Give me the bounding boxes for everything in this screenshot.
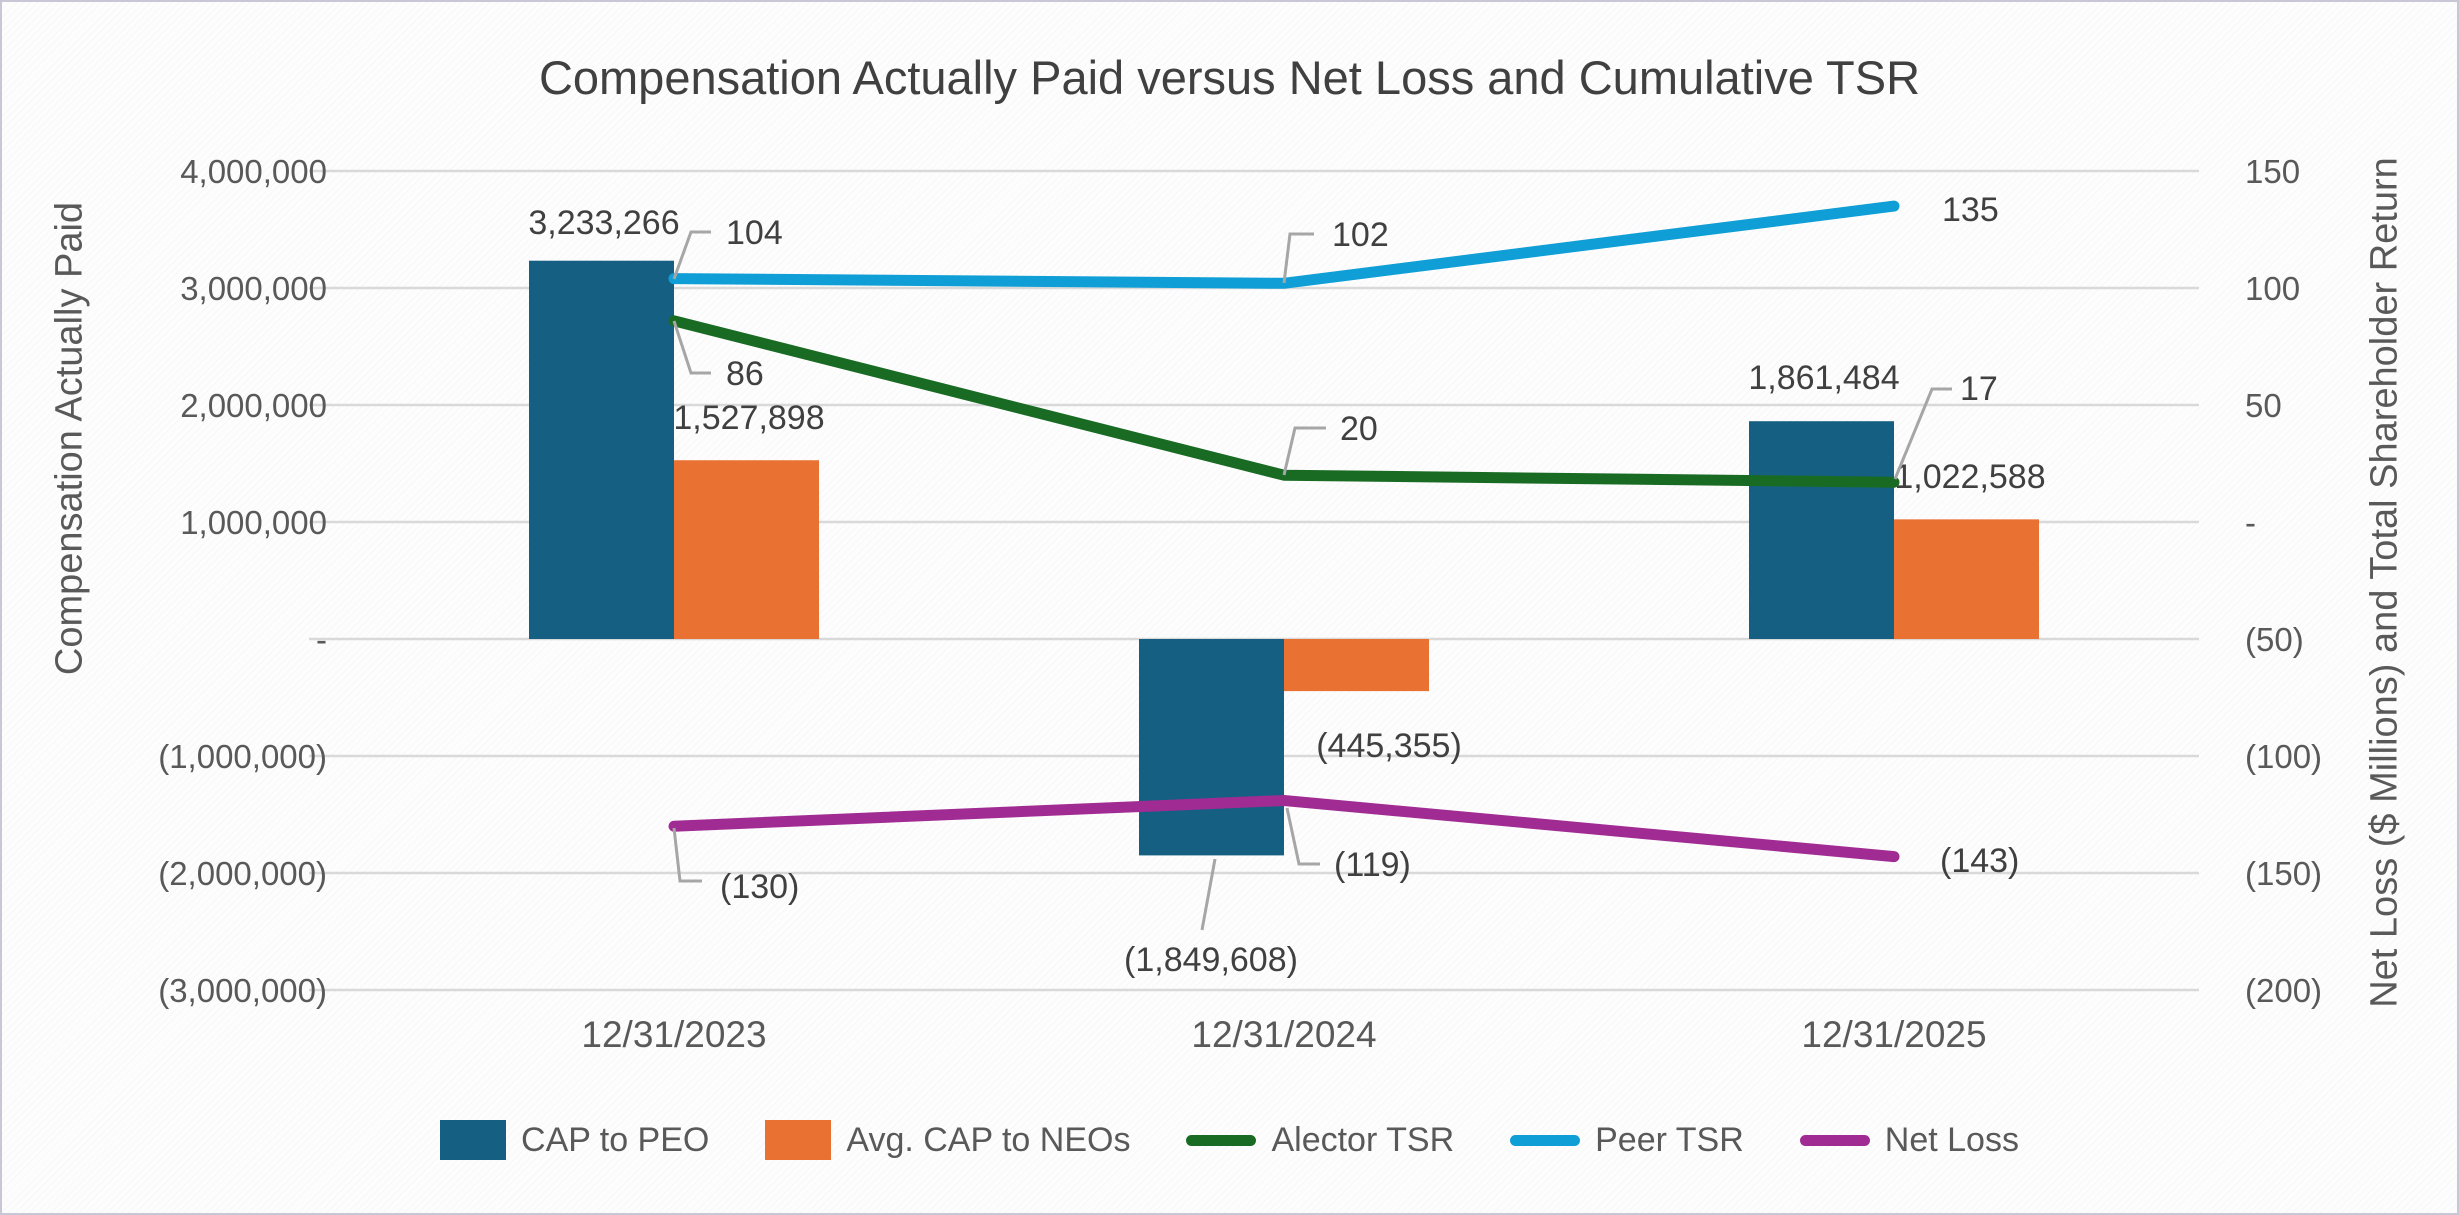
- data-label-peer-tsr-12-31-2024: 102: [1332, 216, 1389, 254]
- legend-item-net-loss[interactable]: Net Loss: [1799, 1120, 2019, 1160]
- right-axis-tick: 50: [2245, 387, 2282, 424]
- data-label-avg-cap-to-neos-12-31-2023: 1,527,898: [673, 399, 824, 437]
- right-axis-tick: -: [2245, 504, 2256, 541]
- data-label-leader: [1282, 232, 1314, 284]
- bar-cap-to-peo-12-31-2024[interactable]: [1139, 639, 1284, 856]
- legend-label-net-loss: Net Loss: [1884, 1120, 2019, 1159]
- data-label-cap-to-peo-12-31-2025: 1,861,484: [1748, 359, 1899, 397]
- x-axis-label-2025: 12/31/2025: [1801, 1014, 1987, 1055]
- left-axis-tick: 2,000,000: [180, 387, 327, 424]
- legend-label-cap-to-peo: CAP to PEO: [521, 1120, 710, 1159]
- data-label-avg-cap-to-neos-12-31-2025: 1,022,588: [1894, 458, 2045, 496]
- legend-item-cap-to-peo[interactable]: CAP to PEO: [440, 1120, 709, 1160]
- bar-avg-cap-to-neos-12-31-2024[interactable]: [1284, 639, 1429, 692]
- bar-avg-cap-to-neos-12-31-2025[interactable]: [1894, 519, 2039, 639]
- chart-legend: CAP to PEO Avg. CAP to NEOs Alector TSR Pee…: [2, 1120, 2457, 1160]
- left-axis-tick: 3,000,000: [180, 270, 327, 307]
- data-label-leader: [1893, 387, 1952, 480]
- chart-title: Compensation Actually Paid versus Net Lo…: [538, 51, 1921, 104]
- right-axis-tick: (100): [2245, 738, 2322, 775]
- bar-cap-to-peo-12-31-2025[interactable]: [1749, 421, 1894, 639]
- legend-label-alector-tsr: Alector TSR: [1271, 1120, 1455, 1159]
- right-axis-tick: (50): [2245, 621, 2304, 658]
- data-label-alector-tsr-12-31-2024: 20: [1340, 410, 1378, 448]
- left-axis-tick: (1,000,000): [158, 738, 327, 775]
- data-label-leader: [1285, 807, 1320, 866]
- legend-item-alector-tsr[interactable]: Alector TSR: [1186, 1121, 1454, 1160]
- left-axis-tick: (3,000,000): [158, 972, 327, 1009]
- data-label-leader: [1282, 426, 1326, 476]
- bar-cap-to-peo-12-31-2023[interactable]: [529, 260, 674, 639]
- data-label-alector-tsr-12-31-2023: 86: [726, 355, 764, 393]
- legend-swatch-alector-tsr: [1186, 1134, 1257, 1146]
- data-label-peer-tsr-12-31-2023: 104: [726, 214, 783, 252]
- data-label-cap-to-peo-12-31-2024: (1,849,608): [1124, 941, 1298, 979]
- line-alector-tsr[interactable]: [668, 315, 1900, 488]
- data-label-net-loss-12-31-2024: (119): [1334, 846, 1411, 884]
- data-label-net-loss-12-31-2025: (143): [1940, 842, 2019, 880]
- data-label-peer-tsr-12-31-2025: 135: [1942, 191, 1999, 229]
- data-label-alector-tsr-12-31-2025: 17: [1960, 370, 1998, 408]
- legend-swatch-net-loss: [1799, 1134, 1870, 1146]
- data-label-leader: [672, 320, 711, 375]
- legend-swatch-peer-tsr: [1510, 1134, 1581, 1146]
- legend-swatch-avg-cap-to-neos: [765, 1120, 832, 1160]
- legend-swatch-cap-to-peo: [440, 1120, 507, 1160]
- line-net-loss[interactable]: [668, 795, 1900, 863]
- data-label-avg-cap-to-neos-12-31-2024: (445,355): [1316, 727, 1462, 765]
- legend-label-peer-tsr: Peer TSR: [1595, 1120, 1744, 1159]
- data-label-cap-to-peo-12-31-2023: 3,233,266: [528, 204, 679, 242]
- bar-avg-cap-to-neos-12-31-2023[interactable]: [674, 460, 819, 639]
- legend-item-avg-cap-to-neos[interactable]: Avg. CAP to NEOs: [765, 1120, 1130, 1160]
- data-label-leader: [672, 827, 702, 883]
- line-peer-tsr[interactable]: [668, 200, 1900, 289]
- right-axis-tick: 100: [2245, 270, 2300, 307]
- legend-item-peer-tsr[interactable]: Peer TSR: [1510, 1121, 1744, 1160]
- data-label-net-loss-12-31-2023: (130): [720, 868, 799, 906]
- left-axis-tick: 4,000,000: [180, 153, 327, 190]
- x-axis-label-2023: 12/31/2023: [581, 1014, 767, 1055]
- left-axis-tick: 1,000,000: [180, 504, 327, 541]
- x-axis-label-2024: 12/31/2024: [1191, 1014, 1377, 1055]
- legend-label-avg-cap-to-neos: Avg. CAP to NEOs: [846, 1120, 1131, 1159]
- data-label-leader: [672, 230, 711, 280]
- right-axis-tick: 150: [2245, 153, 2300, 190]
- right-axis-tick: (150): [2245, 855, 2322, 892]
- left-axis-tick: (2,000,000): [158, 855, 327, 892]
- data-label-leader: [1200, 858, 1217, 931]
- right-axis-tick: (200): [2245, 972, 2322, 1009]
- left-axis-tick: -: [316, 621, 327, 658]
